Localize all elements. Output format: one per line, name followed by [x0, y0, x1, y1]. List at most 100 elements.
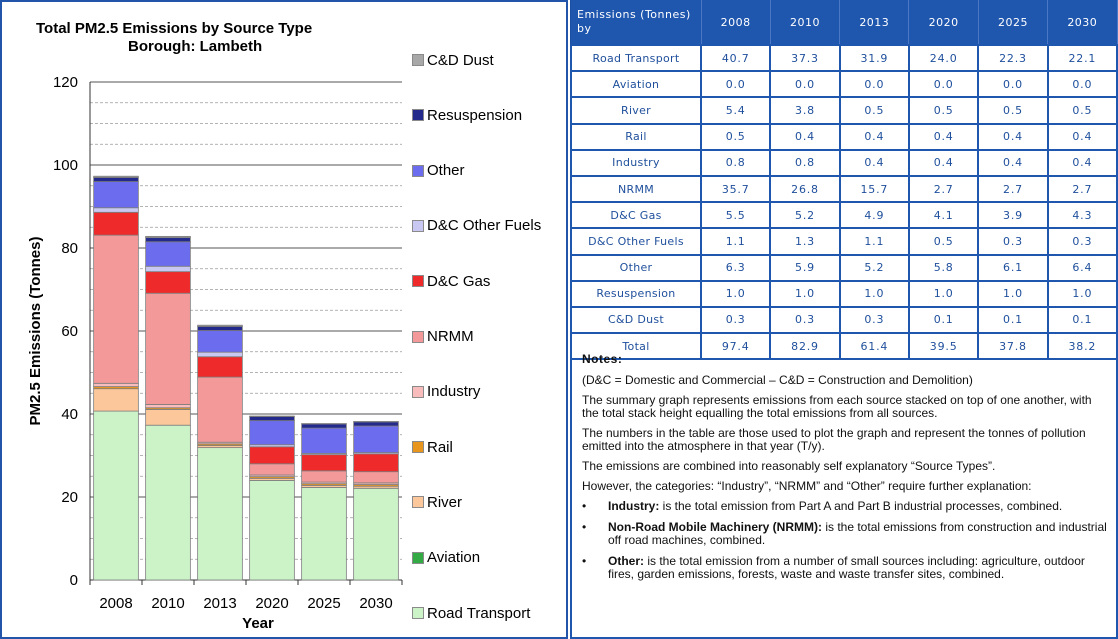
table-cell: 4.3	[1046, 201, 1118, 230]
legend-swatch	[412, 219, 424, 232]
table-cell: 22.3	[977, 43, 1049, 73]
table-cell: 26.8	[769, 174, 841, 204]
notes-paragraph: (D&C = Domestic and Commercial – C&D = C…	[582, 373, 973, 387]
table-cell: 5.8	[907, 253, 980, 282]
table-row: Resuspension 1.0 1.0 1.0 1.0 1.0 1.0	[570, 279, 1118, 308]
bar-segment	[197, 376, 243, 443]
table-row-label: D&C Gas	[570, 201, 702, 230]
y-axis-label: PM2.5 Emissions (Tonnes)	[27, 237, 44, 426]
bar-segment	[249, 446, 295, 465]
legend-swatch	[412, 551, 424, 564]
table-row: D&C Other Fuels 1.1 1.3 1.1 0.5 0.3 0.3	[570, 227, 1118, 256]
table-row: NRMM 35.7 26.8 15.7 2.7 2.7 2.7	[570, 174, 1118, 204]
table-cell: 4.9	[838, 201, 910, 230]
x-tick-label: 2025	[307, 595, 340, 612]
bar-segment	[93, 175, 139, 178]
table-cell: 0.5	[699, 122, 772, 151]
table-cell: 1.0	[977, 279, 1049, 308]
table-row-label: Resuspension	[570, 279, 702, 308]
bar-segment	[353, 487, 399, 581]
bar-segment	[249, 463, 295, 476]
table-cell: 0.0	[699, 70, 772, 99]
table-cell: 1.0	[907, 279, 980, 308]
table-cell: 2.7	[977, 174, 1049, 204]
table-cell: 0.4	[977, 122, 1049, 151]
table-cell: 24.0	[907, 43, 980, 73]
chart-title-block: Total PM2.5 Emissions by Source Type Bor…	[36, 20, 312, 56]
table-cell: 40.7	[699, 43, 772, 73]
table-cell: 0.5	[907, 227, 980, 256]
table-cell: 5.4	[699, 96, 772, 125]
table-cell: 2.7	[907, 174, 980, 204]
y-tick-label: 20	[61, 489, 78, 506]
bar-segment	[93, 410, 139, 581]
table-row-label: Industry	[570, 148, 702, 177]
bullet-term: Non-Road Mobile Machinery (NRMM):	[608, 520, 822, 534]
table-cell: 37.8	[977, 332, 1049, 361]
legend-item: Other	[412, 161, 465, 181]
x-tick-label: 2020	[255, 595, 288, 612]
table-cell: 6.3	[699, 253, 772, 282]
table-cell: 1.1	[838, 227, 910, 256]
table-header-label: Emissions (Tonnes) by	[571, 0, 702, 45]
bar-segment	[353, 471, 399, 484]
bar-segment	[249, 479, 295, 581]
table-cell: 0.5	[838, 96, 910, 125]
bullet-text: is the total emission from Part A and Pa…	[659, 499, 1063, 513]
legend-item: Resuspension	[412, 105, 522, 125]
bullet-term: Other:	[608, 554, 644, 568]
bar-segment	[197, 356, 243, 378]
legend-item: NRMM	[412, 327, 474, 347]
bullet-text: is the total emissions from construction…	[608, 520, 1107, 547]
legend-label: C&D Dust	[427, 51, 494, 69]
emissions-table: Emissions (Tonnes) by 2008 2010 2013 2020 202…	[570, 0, 1118, 361]
y-tick-label: 0	[70, 572, 78, 589]
bar-segment	[145, 404, 191, 409]
table-cell: 31.9	[838, 43, 910, 73]
legend-swatch	[412, 496, 424, 509]
table-cell: 0.3	[699, 305, 772, 335]
table-cell: 0.4	[838, 148, 910, 177]
legend-label: NRMM	[427, 328, 474, 345]
bar-segment	[145, 424, 191, 581]
legend-swatch	[412, 275, 424, 288]
y-tick-label: 120	[53, 74, 78, 91]
bar-segment	[353, 425, 399, 453]
table-row: Total 97.4 82.9 61.4 39.5 37.8 38.2	[570, 332, 1118, 361]
table-cell: 0.4	[907, 122, 980, 151]
table-cell: 0.1	[1046, 305, 1118, 335]
bar-segment	[145, 271, 191, 294]
table-header-year: 2013	[839, 0, 910, 45]
table-cell: 0.0	[769, 70, 841, 99]
table-cell: 0.4	[769, 122, 841, 151]
bullet-term: Industry:	[608, 499, 660, 513]
bar-segment	[145, 292, 191, 405]
table-row-label: C&D Dust	[570, 305, 702, 335]
bar-segment	[93, 177, 139, 182]
bar-segment	[93, 211, 139, 236]
table-row: Industry 0.8 0.8 0.4 0.4 0.4 0.4	[570, 148, 1118, 177]
notes-title: Notes:	[582, 352, 623, 366]
table-cell: 39.5	[907, 332, 980, 361]
table-cell: 35.7	[699, 174, 772, 204]
bar-segment	[93, 234, 139, 384]
bar-segment	[145, 235, 191, 239]
bar-segment	[145, 409, 191, 426]
table-cell: 97.4	[699, 332, 772, 361]
table-cell: 5.2	[769, 201, 841, 230]
table-cell: 38.2	[1046, 332, 1118, 361]
bar-segment	[145, 241, 191, 267]
notes-bullet: • Non-Road Mobile Machinery (NRMM): is th…	[582, 521, 1108, 547]
legend-swatch	[412, 109, 424, 122]
notes-paragraph: The emissions are combined into reasonab…	[582, 459, 996, 473]
legend-label: D&C Gas	[427, 272, 491, 290]
bar-segment	[301, 454, 347, 472]
table-cell: 0.3	[1046, 227, 1118, 256]
bar-segment	[301, 423, 347, 429]
bar-segment	[249, 420, 295, 446]
table-cell: 15.7	[838, 174, 910, 204]
legend-item: Industry	[412, 382, 480, 402]
table-row-label: Rail	[570, 122, 702, 151]
table-cell: 0.4	[907, 148, 980, 177]
